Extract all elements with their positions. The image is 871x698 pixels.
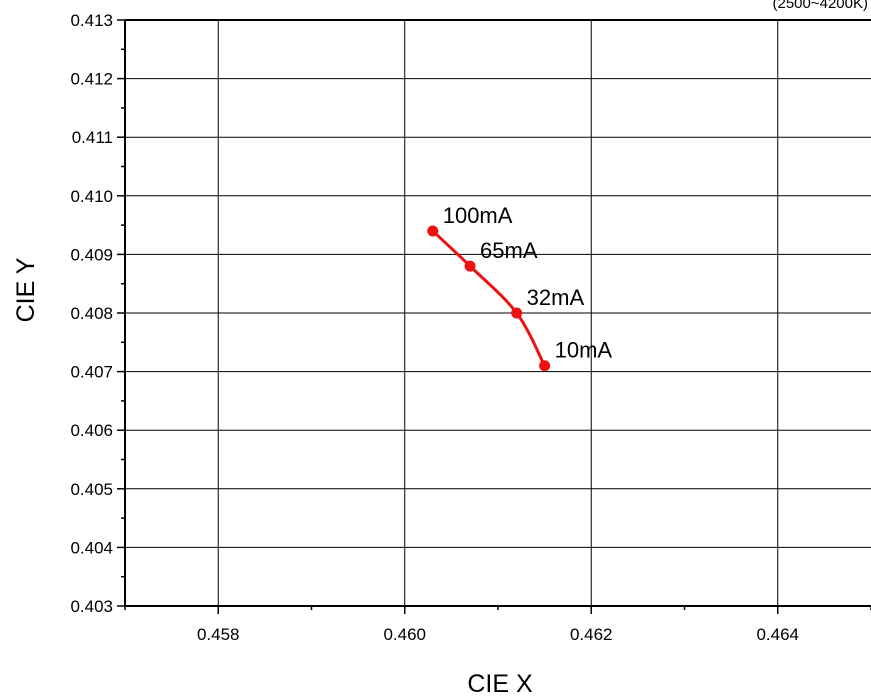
point-label: 100mA (443, 203, 513, 228)
y-tick-label: 0.409 (70, 245, 113, 264)
y-tick-label: 0.403 (70, 597, 113, 616)
y-tick-label: 0.412 (70, 70, 113, 89)
point-label: 65mA (480, 238, 538, 263)
series: 100mA 65mA 32mA 10mA (427, 203, 613, 372)
corner-note: (2500~4200K) (773, 0, 869, 12)
data-point (427, 225, 439, 237)
series-line (431, 229, 546, 367)
point-label: 32mA (527, 285, 585, 310)
data-point (464, 260, 476, 272)
y-tick-label: 0.411 (72, 128, 113, 147)
y-tick-label: 0.408 (70, 304, 113, 323)
data-point (511, 307, 523, 319)
x-axis-title: CIE X (467, 670, 533, 698)
data-point (539, 360, 551, 372)
y-tick-label: 0.407 (70, 363, 113, 382)
ticks: 0.458 0.460 0.462 0.464 0.403 0.404 0.405 0.406… (70, 11, 871, 644)
y-tick-label: 0.406 (70, 421, 113, 440)
y-tick-label: 0.410 (70, 187, 113, 206)
y-axis-title: CIE Y (12, 257, 40, 322)
y-tick-label: 0.405 (70, 480, 113, 499)
x-tick-label: 0.458 (197, 625, 240, 644)
x-tick-label: 0.460 (383, 625, 426, 644)
x-tick-label: 0.462 (570, 625, 613, 644)
point-label: 10mA (555, 338, 613, 363)
y-tick-label: 0.413 (70, 11, 113, 30)
x-tick-label: 0.464 (756, 625, 799, 644)
y-tick-label: 0.404 (70, 538, 113, 557)
grid (125, 19, 871, 606)
